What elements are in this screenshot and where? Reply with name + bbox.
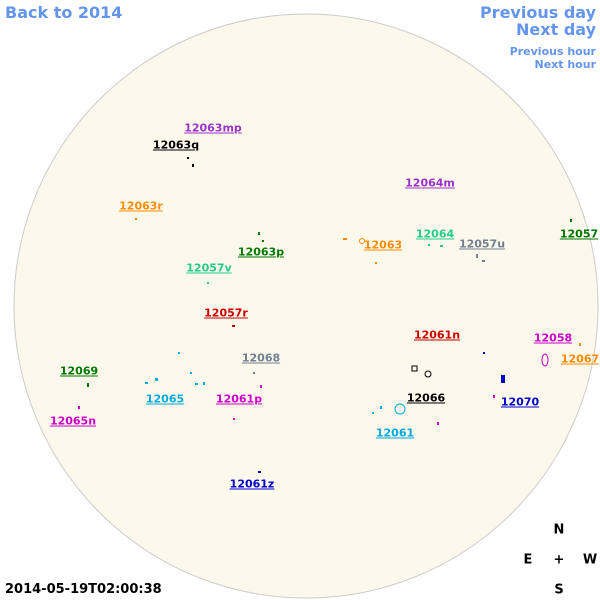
region-label[interactable]: 12064 xyxy=(415,227,455,241)
previous-day-link[interactable]: Previous day xyxy=(479,3,596,22)
solar-disc xyxy=(13,13,599,599)
region-label[interactable]: 12057 xyxy=(559,227,599,241)
compass-west: W xyxy=(582,552,598,568)
compass-south: S xyxy=(554,582,564,598)
previous-hour-link[interactable]: Previous hour xyxy=(509,45,596,58)
compass-north: N xyxy=(553,522,565,538)
timestamp: 2014-05-19T02:00:38 xyxy=(5,582,162,597)
region-label[interactable]: 12067 xyxy=(560,352,600,366)
region-label[interactable]: 12061z xyxy=(229,477,275,491)
region-label[interactable]: 12065n xyxy=(49,414,97,428)
compass-east: E xyxy=(523,552,533,568)
region-label[interactable]: 12061p xyxy=(215,392,263,406)
region-label[interactable]: 12061n xyxy=(413,328,461,342)
next-hour-link[interactable]: Next hour xyxy=(534,58,597,71)
region-label[interactable]: 12063 xyxy=(363,238,403,252)
region-label[interactable]: 12066 xyxy=(406,391,446,405)
region-label[interactable]: 12058 xyxy=(533,331,573,345)
region-label[interactable]: 12061 xyxy=(375,426,415,440)
region-label[interactable]: 12057u xyxy=(458,237,506,251)
region-label[interactable]: 12063r xyxy=(119,199,163,213)
compass-center: + xyxy=(553,552,565,568)
region-label[interactable]: 12068 xyxy=(241,351,281,365)
region-label[interactable]: 12057r xyxy=(204,306,248,320)
region-label[interactable]: 12069 xyxy=(59,364,99,378)
sunspots xyxy=(78,157,581,473)
next-day-link[interactable]: Next day xyxy=(516,20,596,39)
region-label[interactable]: 12063mp xyxy=(184,121,242,135)
region-label[interactable]: 12064m xyxy=(405,176,455,190)
back-link[interactable]: Back to 2014 xyxy=(5,3,123,22)
region-label[interactable]: 12070 xyxy=(500,395,540,409)
region-label[interactable]: 12065 xyxy=(145,392,185,406)
region-label[interactable]: 12063p xyxy=(237,245,285,259)
region-label[interactable]: 12057v xyxy=(186,261,232,275)
region-label[interactable]: 12063q xyxy=(152,138,200,152)
